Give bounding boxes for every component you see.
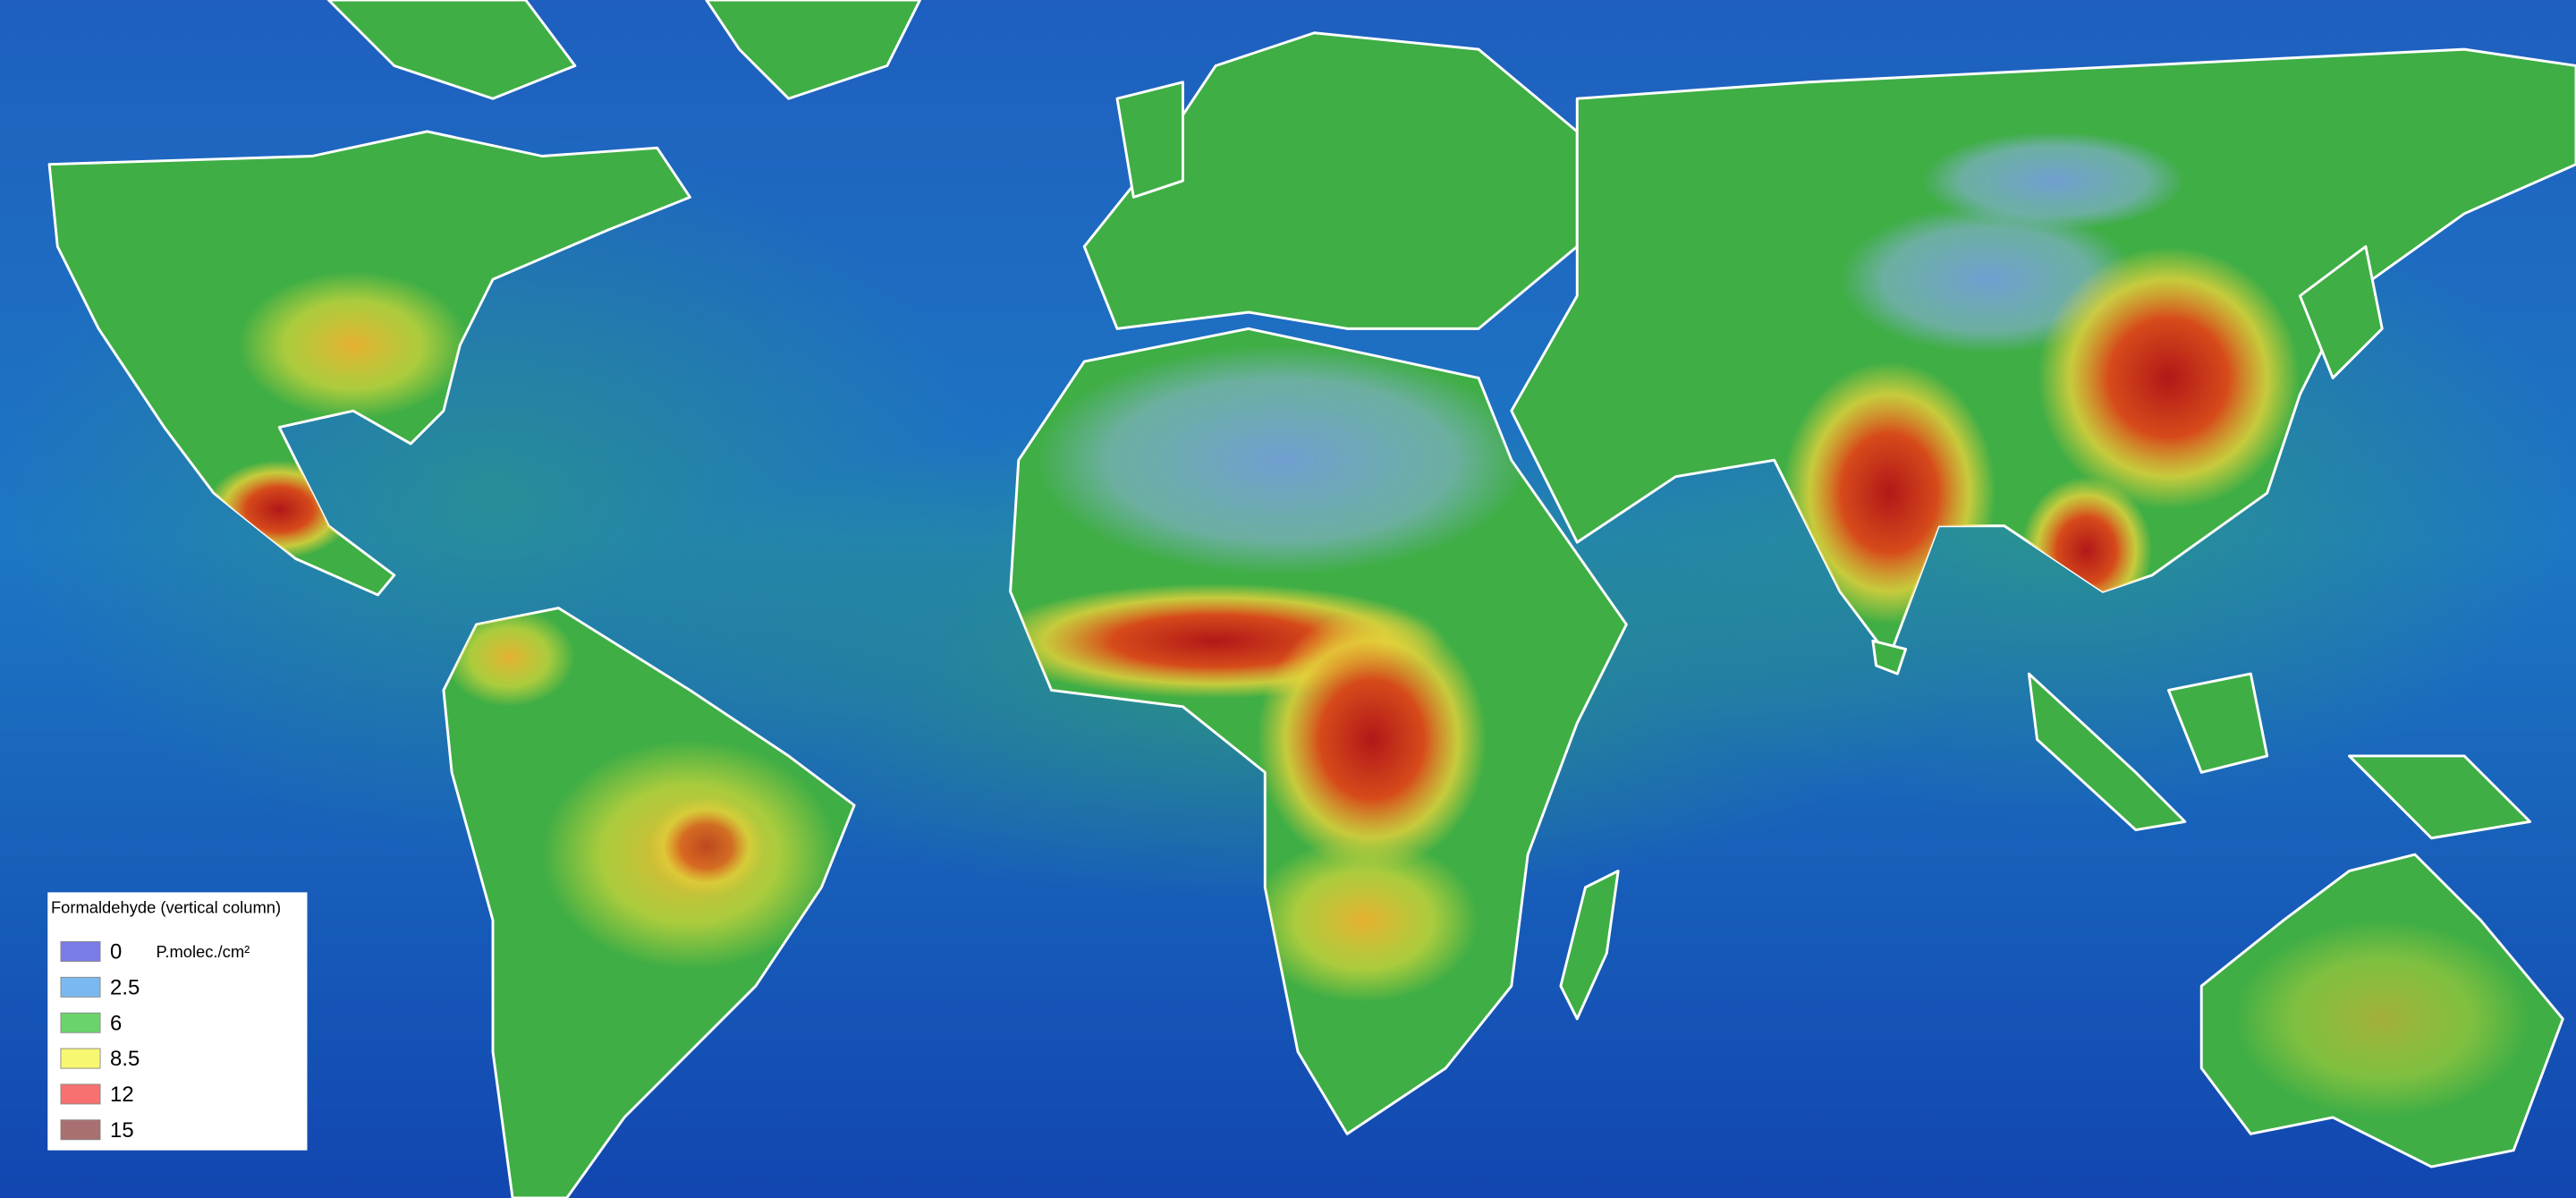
legend-swatch [60,1048,101,1069]
legend: Formaldehyde (vertical column) P.molec./… [47,892,308,1151]
sri-lanka [1871,639,1908,675]
greenland [705,0,922,100]
low-region [1035,344,1529,575]
legend-swatch [60,1012,101,1033]
legend-unit: P.molec./cm² [156,942,250,961]
borneo [2167,672,2269,774]
madagascar [1559,870,1620,1021]
legend-swatch [60,976,101,998]
concentration-field [205,131,2530,1117]
legend-title: Formaldehyde (vertical column) [51,898,281,917]
mid-region [443,607,575,707]
legend-label: 12 [110,1083,134,1107]
legend-label: 2.5 [110,975,140,999]
mid-region [238,271,469,420]
legend-label: 8.5 [110,1047,140,1071]
sumatra-java [2027,672,2187,832]
legend-label: 15 [110,1118,134,1143]
high-region [2037,246,2301,510]
new-guinea [2348,754,2532,840]
mid-region [1248,837,1479,1003]
legend-swatch [60,941,101,962]
japan [2298,245,2384,379]
high-region [648,796,765,896]
legend-label: 6 [110,1011,122,1035]
low-region [1921,131,2185,231]
legend-items: 0 2.5 6 8.5 12 15 [60,940,140,1143]
legend-swatch [60,1083,101,1105]
mid-region [2233,920,2530,1117]
arctic-islands [326,0,577,100]
legend-label: 0 [110,940,122,964]
legend-swatch [60,1119,101,1141]
high-region [1257,607,1487,871]
british-isles [1115,81,1184,199]
